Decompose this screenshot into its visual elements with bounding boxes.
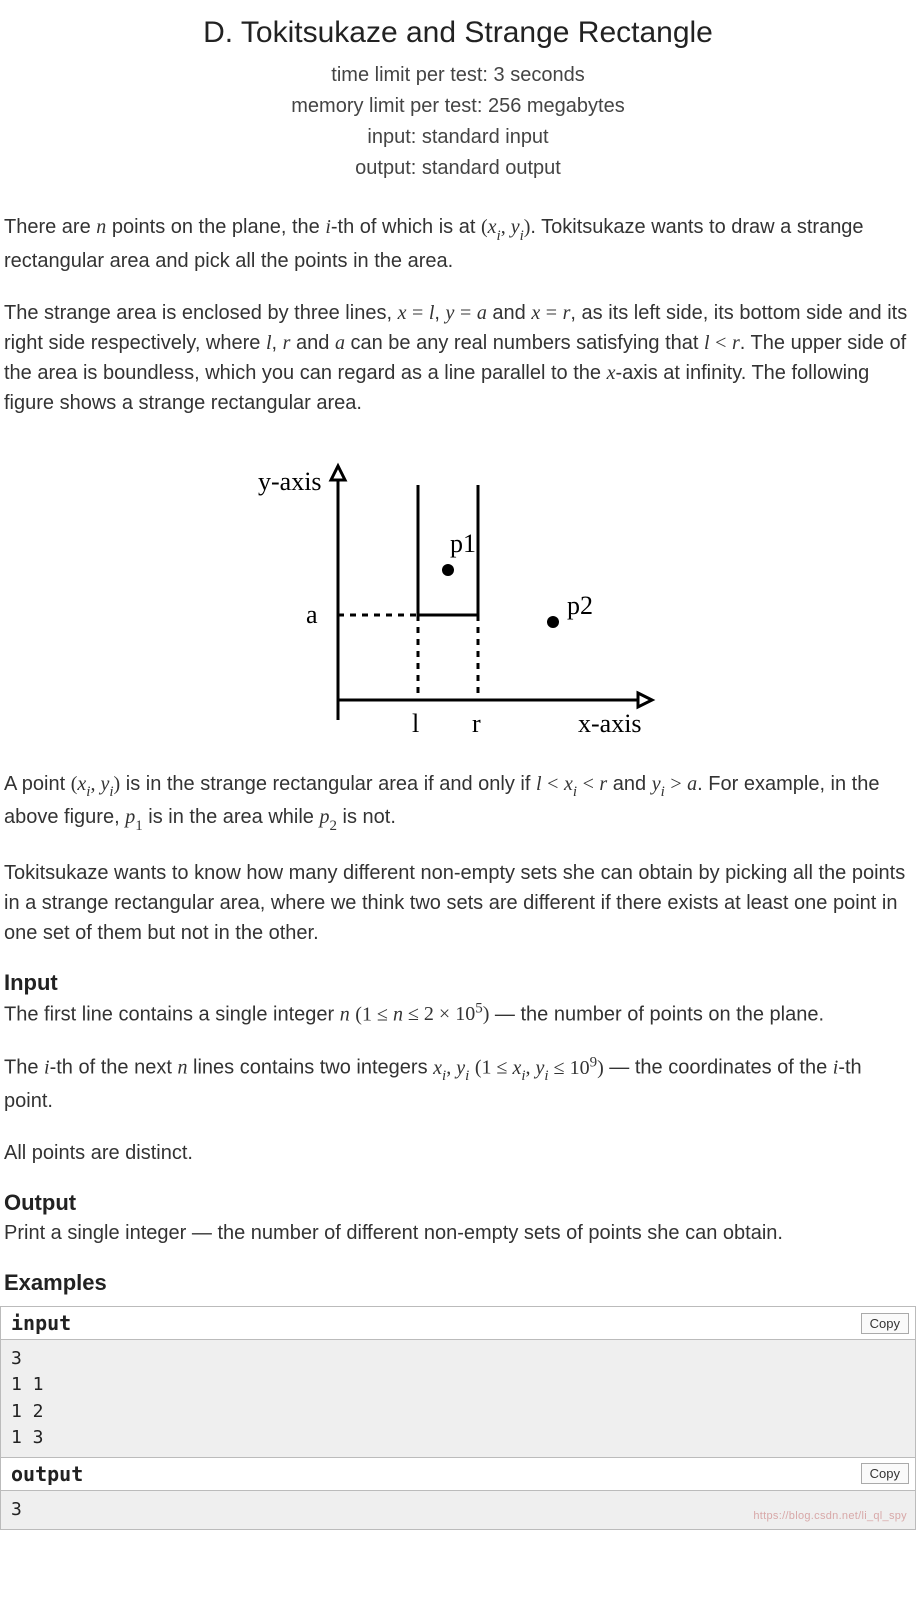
figure: y-axis x-axis a l r p1 p2	[0, 440, 916, 765]
sample-input-label: input	[11, 1311, 71, 1335]
svg-text:l: l	[412, 709, 419, 738]
svg-text:a: a	[306, 600, 318, 629]
limits-block: time limit per test: 3 seconds memory li…	[0, 60, 916, 184]
svg-text:p1: p1	[450, 529, 476, 558]
svg-text:r: r	[472, 709, 481, 738]
problem-title: D. Tokitsukaze and Strange Rectangle	[0, 16, 916, 50]
sample-output-body: 3 https://blog.csdn.net/li_ql_spy	[0, 1491, 916, 1530]
memory-limit: memory limit per test: 256 megabytes	[0, 91, 916, 122]
copy-input-button[interactable]: Copy	[861, 1313, 909, 1334]
sample-output-head: output Copy	[0, 1458, 916, 1491]
statement-p1: There are n points on the plane, the i-t…	[0, 212, 916, 276]
input-mode: input: standard input	[0, 122, 916, 153]
statement-p3: A point (xi, yi) is in the strange recta…	[0, 769, 916, 836]
copy-output-button[interactable]: Copy	[861, 1463, 909, 1484]
sample-block: input Copy 3 1 1 1 2 1 3 output Copy 3 ht…	[0, 1306, 916, 1529]
sample-output-text: 3	[11, 1499, 22, 1520]
time-limit: time limit per test: 3 seconds	[0, 60, 916, 91]
watermark: https://blog.csdn.net/li_ql_spy	[753, 1509, 907, 1525]
input-header: Input	[0, 970, 916, 996]
input-p3: All points are distinct.	[0, 1138, 916, 1168]
sample-input-body: 3 1 1 1 2 1 3	[0, 1340, 916, 1457]
sample-input-head: input Copy	[0, 1306, 916, 1340]
examples-header: Examples	[0, 1270, 916, 1296]
output-p1: Print a single integer — the number of d…	[0, 1218, 916, 1248]
sample-output-label: output	[11, 1462, 83, 1486]
output-header: Output	[0, 1190, 916, 1216]
statement-p2: The strange area is enclosed by three li…	[0, 298, 916, 418]
statement-p4: Tokitsukaze wants to know how many diffe…	[0, 858, 916, 948]
figure-svg: y-axis x-axis a l r p1 p2	[228, 440, 688, 760]
input-p1: The first line contains a single integer…	[0, 998, 916, 1030]
input-p2: The i-th of the next n lines contains tw…	[0, 1051, 916, 1116]
svg-text:x-axis: x-axis	[578, 709, 642, 738]
svg-text:y-axis: y-axis	[258, 467, 322, 496]
output-mode: output: standard output	[0, 153, 916, 184]
svg-text:p2: p2	[567, 591, 593, 620]
